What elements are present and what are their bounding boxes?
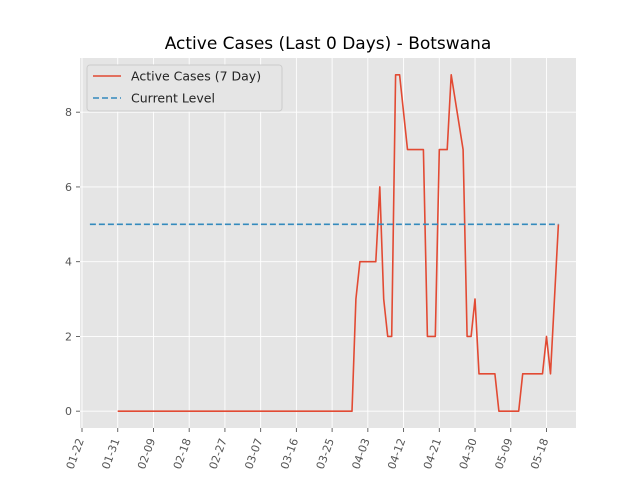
- x-tick-label: 04-30: [457, 437, 480, 471]
- x-tick-label: 03-25: [314, 437, 337, 471]
- series-layer: [89, 74, 560, 413]
- x-tick-label: 05-18: [528, 437, 551, 471]
- legend-label: Current Level: [131, 91, 215, 106]
- x-tick-label: 02-27: [207, 437, 230, 471]
- y-tick-label: 6: [65, 181, 72, 194]
- series-line-active-cases: [117, 74, 560, 413]
- plot-area: [80, 58, 576, 428]
- legend-label: Active Cases (7 Day): [131, 69, 261, 84]
- x-tick-label: 02-09: [135, 437, 158, 471]
- x-tick-label: 01-22: [64, 437, 87, 471]
- y-tick-label: 2: [65, 330, 72, 343]
- x-tick-label: 02-18: [171, 437, 194, 471]
- y-tick-label: 8: [65, 106, 72, 119]
- grid: [80, 58, 576, 428]
- x-tick-label: 05-09: [492, 437, 515, 471]
- x-tick-label: 01-31: [99, 437, 122, 471]
- y-tick-label: 0: [65, 405, 72, 418]
- legend: Active Cases (7 Day) Current Level: [86, 64, 283, 112]
- y-tick-label: 4: [65, 256, 72, 269]
- x-tick-label: 04-12: [385, 437, 408, 471]
- x-tick-label: 04-03: [350, 437, 373, 471]
- x-tick-label: 03-07: [242, 437, 265, 471]
- x-tick-label: 04-21: [421, 437, 444, 471]
- x-tick-label: 03-16: [278, 437, 301, 471]
- legend-box: [86, 64, 283, 112]
- chart-title: Active Cases (Last 0 Days) - Botswana: [165, 34, 492, 54]
